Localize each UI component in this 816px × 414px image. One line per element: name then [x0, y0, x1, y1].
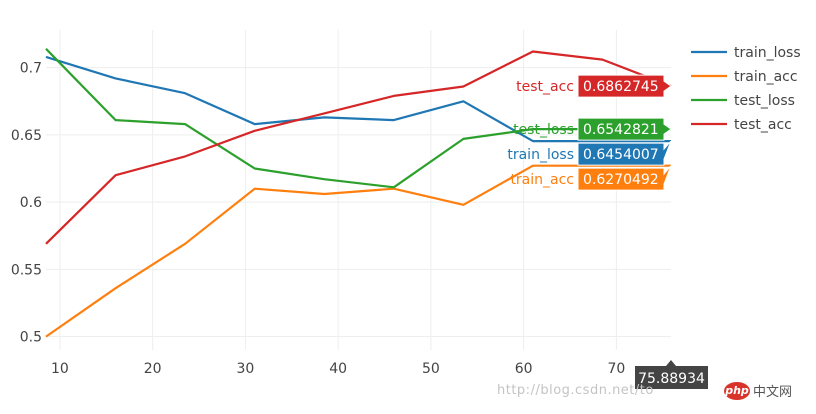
x-tick-label: 10 [51, 361, 69, 377]
x-axis: 10 20 30 40 50 60 70 [51, 361, 625, 377]
legend-item-test-acc[interactable]: test_acc [691, 117, 792, 133]
x-hover-value: 75.88934 [638, 371, 705, 387]
legend-label: train_acc [734, 69, 798, 85]
hover-name: train_acc [510, 172, 574, 188]
hover-labels: 0.6862745 test_acc 0.6542821 test_loss 0.645… [507, 74, 708, 389]
watermark-url: http://blog.csdn.net/to [497, 383, 654, 398]
hover-name: test_acc [516, 79, 574, 95]
hover-box-train-acc [577, 165, 672, 191]
y-tick-label: 0.65 [11, 128, 42, 144]
x-tick-label: 30 [236, 361, 254, 377]
legend-item-train-acc[interactable]: train_acc [691, 69, 798, 85]
hover-name: train_loss [507, 147, 574, 163]
legend-label: test_acc [734, 117, 792, 133]
x-tick-label: 70 [607, 361, 625, 377]
series-line-train-loss [45, 55, 671, 143]
x-tick-label: 20 [144, 361, 162, 377]
series-lines [45, 48, 672, 338]
x-tick-label: 50 [422, 361, 440, 377]
hover-value: 0.6454007 [583, 147, 659, 163]
hover-value: 0.6542821 [583, 122, 659, 138]
y-tick-label: 0.55 [11, 262, 42, 278]
series-line-train-acc [45, 164, 671, 338]
grid [46, 30, 671, 350]
legend-item-train-loss[interactable]: train_loss [691, 45, 801, 61]
y-tick-label: 0.6 [20, 195, 42, 211]
x-tick-label: 60 [515, 361, 533, 377]
x-tick-label: 40 [329, 361, 347, 377]
x-hover-box [635, 360, 708, 389]
hover-box-test-acc [577, 74, 672, 98]
legend-item-test-loss[interactable]: test_loss [691, 93, 795, 109]
hover-value: 0.6270492 [583, 172, 659, 188]
logo-badge: php [724, 381, 750, 400]
logo-text: 中文网 [753, 385, 793, 400]
legend-label: train_loss [734, 45, 801, 61]
legend-label: test_loss [734, 93, 795, 109]
series-line-test-acc [45, 50, 672, 245]
hover-box-train-loss [577, 140, 672, 166]
hover-name: test_loss [513, 122, 574, 138]
y-axis: 0.5 0.55 0.6 0.65 0.7 [11, 61, 42, 346]
legend[interactable]: train_loss train_acc test_loss test_acc [691, 45, 801, 133]
hover-box-test-loss [577, 117, 672, 141]
y-tick-label: 0.5 [20, 330, 42, 346]
hover-value: 0.6862745 [583, 79, 659, 95]
watermark-logo: php 中文网 [724, 381, 792, 400]
series-line-test-loss [45, 48, 671, 189]
y-tick-label: 0.7 [20, 61, 42, 77]
